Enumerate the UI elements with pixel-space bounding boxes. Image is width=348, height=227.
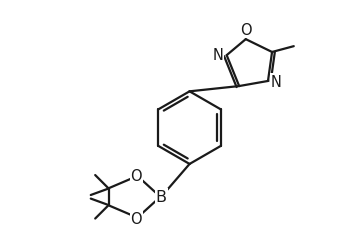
Text: N: N (213, 48, 223, 63)
Text: O: O (240, 23, 252, 37)
Text: N: N (271, 75, 282, 90)
Text: B: B (156, 190, 167, 204)
Text: O: O (130, 211, 142, 226)
Text: O: O (130, 168, 142, 183)
